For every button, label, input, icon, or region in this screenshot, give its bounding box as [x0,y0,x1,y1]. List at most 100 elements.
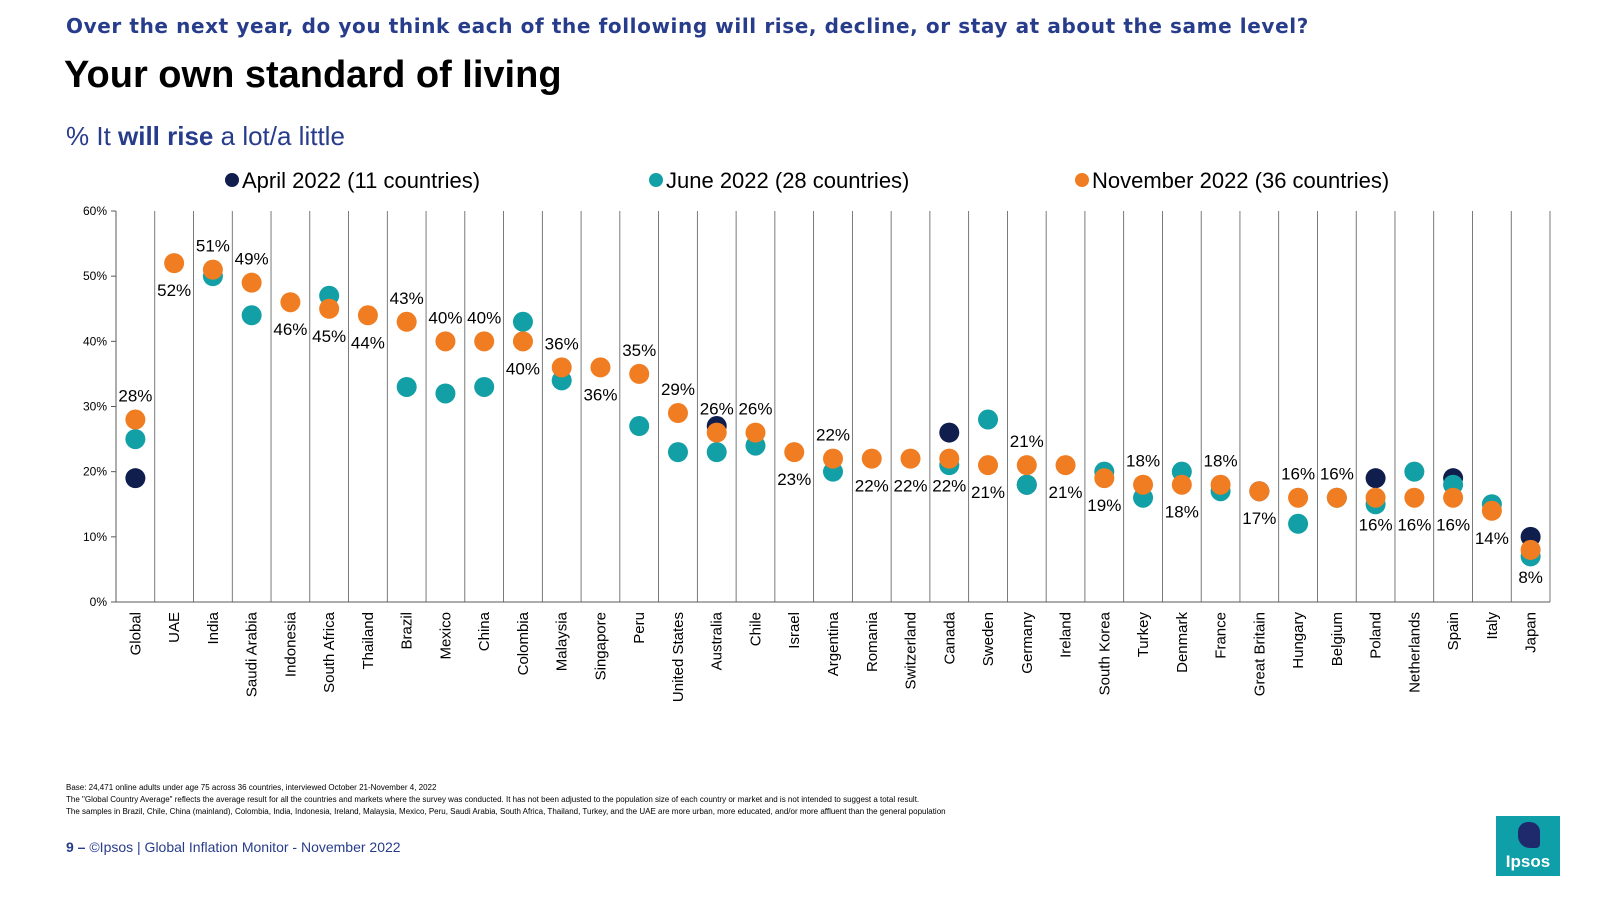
x-tick-label: Israel [786,612,803,649]
data-label: 43% [390,289,424,308]
data-point-november [1326,487,1347,508]
data-point-november [629,363,650,384]
data-point-november [1055,455,1076,476]
x-tick-label: China [476,611,493,651]
y-tick-label: 30% [83,400,107,414]
x-tick-label: Singapore [592,612,609,680]
data-label: 46% [273,320,307,339]
x-tick-label: Global [127,612,144,655]
data-label: 16% [1320,465,1354,484]
x-tick-label: Mexico [437,612,454,660]
x-tick-label: UAE [166,612,183,643]
x-tick-label: France [1213,612,1230,659]
data-label: 16% [1359,516,1393,535]
x-tick-label: India [205,611,222,644]
data-label: 52% [157,281,191,300]
data-label: 21% [1049,483,1083,502]
data-point-november [900,448,921,469]
data-point-june [1288,513,1309,534]
data-point-november [706,422,727,443]
x-tick-label: Netherlands [1406,612,1423,693]
logo-wordmark: Ipsos [1505,852,1551,871]
legend-label-november: November 2022 (36 countries) [1092,168,1389,193]
data-point-november [1210,474,1231,495]
data-point-november [164,253,185,274]
data-point-november [241,272,262,293]
data-labels: 28%52%51%49%46% 45% 44%43%40% 40%40%36%36%3… [118,237,1543,587]
data-label: 40% [467,308,501,327]
data-point-november [319,298,340,319]
data-point-november [474,331,495,352]
subtitle-suffix: a lot/a little [213,121,345,151]
data-label: 22% [855,477,889,496]
data-point-november [125,409,146,430]
x-tick-label: Turkey [1135,612,1152,658]
data-point-april [939,422,960,443]
y-tick-label: 0% [90,595,108,609]
data-point-november [357,305,378,326]
data-point-april [125,468,146,489]
x-tick-label: Hungary [1290,612,1307,669]
data-label: 14% [1475,529,1509,548]
data-point-november [202,259,223,280]
x-tick-label: Germany [1019,612,1036,674]
y-tick-label: 10% [83,530,107,544]
subtitle-bold: will rise [118,121,214,151]
data-point-november [1094,468,1115,489]
data-label: 23% [777,470,811,489]
data-point-november [435,331,456,352]
footnote-base: Base: 24,471 online adults under age 75 … [66,783,437,792]
legend-marker-november [1075,173,1089,187]
y-tick-label: 20% [83,465,107,479]
data-point-november [1171,474,1192,495]
x-tick-label: Indonesia [282,611,299,677]
data-point-june [667,442,688,463]
data-label: 18% [1126,452,1160,471]
x-tick-label: Great Britain [1251,612,1268,696]
data-point-june [241,305,262,326]
data-label: 8% [1518,568,1543,587]
data-label: 18% [1204,452,1238,471]
data-point-june [474,376,495,397]
page-footer: 9 – ©Ipsos | Global Inflation Monitor - … [66,839,401,855]
logo-mark-icon [1518,822,1540,848]
data-label: 21% [1010,432,1044,451]
x-axis-labels: Global UAE India Saudi Arabia Indonesia South… [127,611,1539,702]
x-tick-label: United States [670,612,687,702]
x-tick-label: Denmark [1174,612,1191,673]
data-label: 28% [118,387,152,406]
data-point-november [939,448,960,469]
x-tick-label: Spain [1445,612,1462,650]
data-point-june [629,416,650,437]
x-tick-label: Peru [631,612,648,644]
data-point-june [512,311,533,332]
x-tick-label: Chile [747,612,764,646]
data-point-june [396,376,417,397]
footnote-average: The "Global Country Average" reflects th… [66,795,920,804]
data-point-november [1481,500,1502,521]
data-label: 16% [1436,516,1470,535]
x-tick-label: Malaysia [554,611,571,671]
x-tick-label: Sweden [980,612,997,666]
data-label: 22% [893,477,927,496]
data-point-november [667,403,688,424]
data-point-november [1520,539,1541,560]
data-point-november [1016,455,1037,476]
x-tick-label: Canada [941,611,958,664]
x-tick-label: Switzerland [903,612,920,690]
data-label: 45% [312,327,346,346]
x-tick-label: Argentina [825,611,842,676]
data-point-november [1288,487,1309,508]
scatter-chart: April 2022 (11 countries) June 2022 (28 c… [83,168,1551,702]
data-label: 22% [816,426,850,445]
chart-subtitle: % It will rise a lot/a little [66,121,345,152]
data-label: 36% [545,334,579,353]
x-tick-label: Poland [1368,612,1385,659]
data-label: 36% [583,385,617,404]
data-label: 18% [1165,503,1199,522]
data-point-november [551,357,572,378]
data-point-november [280,292,301,313]
data-label: 21% [971,483,1005,502]
x-tick-label: Belgium [1329,612,1346,666]
subtitle-prefix: % It [66,121,119,151]
